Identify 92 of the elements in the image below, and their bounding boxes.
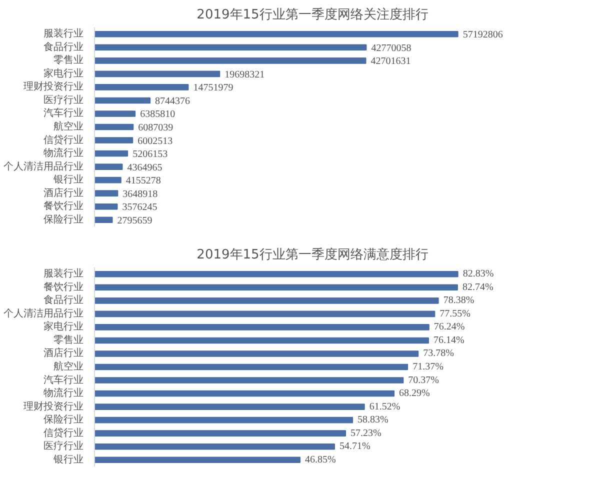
y-tick-label: 保险行业 [44,213,84,226]
y-tick-label: 食品行业 [44,294,84,306]
bar [94,350,419,357]
y-tick-label: 食品行业 [44,40,84,53]
data-label: 5206153 [132,149,168,160]
data-label: 6087039 [138,122,174,134]
y-tick-label: 航空业 [54,360,84,372]
y-tick-label: 家电行业 [44,320,84,333]
data-label: 82.83% [462,268,494,280]
y-tick-label: 汽车行业 [44,374,84,386]
data-label: 71.37% [412,362,444,372]
data-label: 70.37% [408,374,440,386]
chart-title: 2019年15行业第一季度网络关注度排行 [196,6,428,22]
y-tick-label: 个人清洁用品行业 [4,160,84,172]
bar [94,377,404,384]
bar [94,284,458,291]
bar [94,430,346,436]
y-tick-label: 零售业 [54,334,84,346]
bar [94,150,128,157]
data-label: 6002513 [138,136,173,147]
data-label: 14751979 [193,82,234,94]
data-label: 19698321 [224,69,265,80]
y-tick-label: 航空业 [54,120,84,132]
bar [94,270,458,278]
bar [94,310,436,318]
bar [94,337,429,344]
y-tick-label: 酒店行业 [44,347,84,360]
y-tick-label: 零售业 [54,54,84,66]
bar [94,110,136,117]
y-tick-label: 物流行业 [44,147,84,160]
bar [94,216,113,224]
bar [94,176,122,184]
bar [94,97,151,104]
data-label: 42770058 [371,42,412,54]
bar [94,84,189,90]
data-label: 6385810 [140,109,176,120]
y-tick-label: 服装行业 [44,28,84,40]
y-tick-label: 理财投资行业 [24,400,84,412]
y-tick-label: 银行业 [52,453,84,466]
bar [94,443,335,450]
bar [94,58,366,64]
bar [94,137,134,144]
y-tick-label: 汽车行业 [44,107,84,120]
y-tick-label: 银行业 [52,174,84,186]
y-tick-label: 家电行业 [44,67,84,80]
data-label: 57.23% [350,428,382,439]
bar [94,124,134,130]
y-tick-label: 餐饮行业 [44,280,84,293]
bar [94,44,367,51]
bar [94,390,395,397]
bar [94,30,458,38]
bar [94,164,123,170]
bar [94,404,365,410]
data-label: 57192806 [462,30,503,41]
y-tick-label: 医疗行业 [44,440,84,452]
bar [94,456,301,464]
data-label: 77.55% [440,308,471,320]
y-tick-label: 信贷行业 [44,426,84,439]
data-label: 8744376 [155,96,190,107]
data-label: 61.52% [369,401,400,412]
data-label: 2795659 [117,215,152,226]
data-label: 42701631 [370,56,411,68]
y-tick-label: 个人清洁用品行业 [4,307,84,320]
data-label: 78.38% [443,295,474,306]
data-label: 54.71% [339,441,370,452]
data-label: 58.83% [358,414,388,426]
bar [94,298,439,304]
chart-title: 2019年15行业第一季度网络满意度排行 [196,246,428,262]
data-label: 3648918 [122,188,158,200]
data-label: 4155278 [126,176,161,187]
data-label: 4364965 [127,162,162,174]
y-tick-label: 餐饮行业 [44,200,84,212]
y-tick-label: 保险行业 [44,414,84,426]
y-tick-label: 服装行业 [44,268,84,280]
y-tick-label: 理财投资行业 [24,80,84,93]
data-label: 3576245 [122,202,158,214]
y-tick-label: 物流行业 [44,387,84,400]
data-label: 82.74% [462,282,494,293]
bar [94,324,430,330]
data-label: 76.24% [434,322,465,333]
y-tick-label: 信贷行业 [44,134,84,146]
y-tick-label: 医疗行业 [44,94,84,106]
data-label: 73.78% [423,348,454,360]
bar [94,416,354,424]
y-tick-label: 酒店行业 [44,186,84,199]
data-label: 68.29% [399,388,430,400]
bar [94,203,118,210]
bar [94,70,220,78]
bar [94,364,408,370]
data-label: 76.14% [433,334,464,346]
bar [94,190,118,196]
data-label: 46.85% [305,454,336,466]
